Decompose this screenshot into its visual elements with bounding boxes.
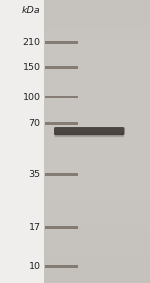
Bar (44, 198, 150, 212)
Bar (44, 241, 150, 255)
Bar (44, 0, 150, 283)
Bar (45, 265, 78, 268)
Bar (44, 226, 150, 241)
Bar (45, 173, 78, 176)
FancyBboxPatch shape (54, 127, 124, 135)
Bar (45, 122, 78, 125)
Text: 35: 35 (28, 170, 40, 179)
Bar (44, 28, 150, 42)
Bar (0, 0, 44, 283)
Text: 150: 150 (22, 63, 40, 72)
Bar (45, 41, 78, 44)
FancyBboxPatch shape (54, 133, 124, 137)
Text: 17: 17 (28, 223, 40, 232)
Bar (45, 226, 78, 229)
Text: 70: 70 (28, 119, 40, 128)
Text: 100: 100 (22, 93, 40, 102)
Bar (44, 14, 150, 28)
Text: 10: 10 (28, 262, 40, 271)
Bar (44, 0, 150, 14)
Text: kDa: kDa (22, 6, 40, 15)
Text: 210: 210 (22, 38, 40, 47)
Bar (44, 212, 150, 226)
Bar (44, 269, 150, 283)
Bar (44, 255, 150, 269)
Bar (45, 66, 78, 68)
Bar (45, 96, 78, 98)
